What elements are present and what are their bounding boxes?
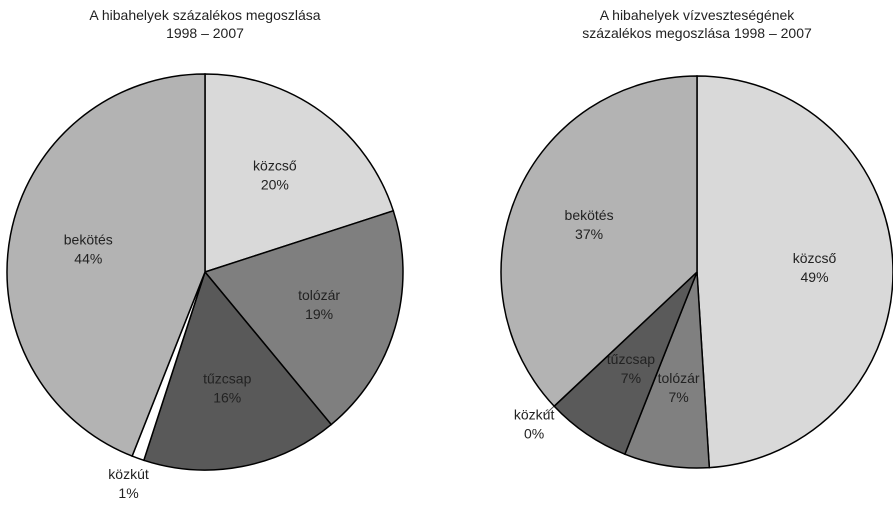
slice-value: 16% — [213, 389, 241, 405]
slice-label: közcső — [253, 158, 297, 174]
pie-slice — [696, 75, 893, 469]
slice-value: 1% — [118, 485, 138, 501]
slice-label: tűzcsap — [607, 351, 655, 367]
slice-value: 19% — [305, 306, 333, 322]
chart-title: A hibahelyek vízveszteségének százalékos… — [582, 7, 812, 41]
slice-value: 37% — [575, 226, 603, 242]
chart-title: A hibahelyek százalékos megoszlása 1998 … — [89, 7, 321, 41]
pie-slice — [6, 73, 206, 458]
slice-value: 49% — [801, 269, 829, 285]
slice-value: 20% — [261, 177, 289, 193]
slice-label: tolózár — [298, 287, 340, 303]
pie-slice — [500, 75, 698, 408]
slice-value: 0% — [524, 426, 544, 442]
pie-slice — [203, 209, 404, 426]
slice-value: 7% — [621, 370, 641, 386]
slice-label: bekötés — [64, 231, 113, 247]
slice-label: bekötés — [565, 207, 614, 223]
slice-label: közkút — [108, 466, 149, 482]
slice-label: tűzcsap — [203, 370, 251, 386]
slice-label: közcső — [793, 250, 837, 266]
slice-value: 7% — [668, 389, 688, 405]
pie-slice — [142, 270, 333, 471]
slice-label: tolózár — [658, 370, 700, 386]
leader-line — [543, 405, 555, 416]
pie-slice — [204, 73, 395, 274]
slice-label: közkút — [514, 407, 555, 423]
slice-value: 44% — [74, 250, 102, 266]
